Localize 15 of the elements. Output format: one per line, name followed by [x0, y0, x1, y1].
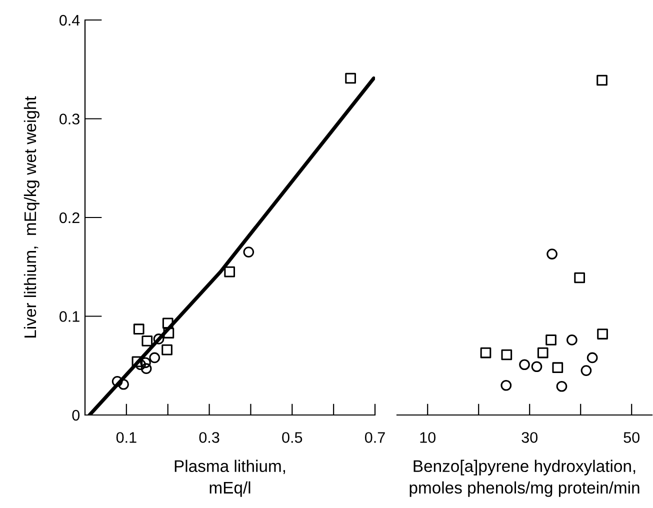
x-axis-title: Benzo[a]pyrene hydroxylation, pmoles phenols/mg protein/min — [410, 460, 640, 497]
y-tick-label: 0.1 — [60, 311, 80, 322]
x-tick-label: 50 — [624, 432, 640, 443]
x-tick-label: 0.1 — [116, 432, 136, 443]
x-tick-label: 10 — [420, 432, 436, 443]
y-axis-title: Liver lithium, mEq/kg wet weight — [24, 96, 40, 338]
x-tick-label: 30 — [522, 432, 538, 443]
x-tick-label: 0.3 — [199, 432, 220, 443]
y-tick-label: 0.4 — [60, 14, 80, 26]
y-tick-label: 0.2 — [60, 212, 80, 224]
x-tick-label: 0.5 — [282, 432, 302, 443]
y-tick-label: 0 — [72, 410, 80, 421]
x-tick-label: 0.7 — [364, 432, 385, 443]
y-tick-label: 0.3 — [60, 114, 80, 124]
x-axis-title: Plasma lithium, mEq/l — [174, 460, 286, 497]
